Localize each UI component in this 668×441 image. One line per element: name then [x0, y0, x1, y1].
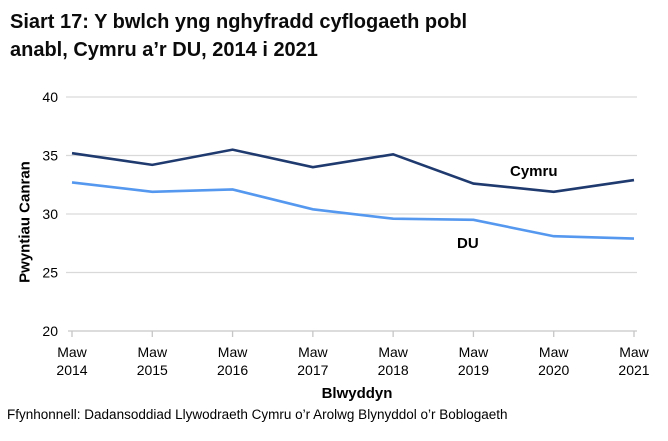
x-tick-label-month: Maw: [298, 344, 328, 360]
x-tick-label-month: Maw: [138, 344, 168, 360]
x-tick-label-month: Maw: [57, 344, 87, 360]
chart-title-line1: Siart 17: Y bwlch yng nghyfradd cyflogae…: [10, 11, 468, 33]
series-line-cymru: [71, 148, 635, 194]
x-tick-label-month: Maw: [378, 344, 408, 360]
y-tick-label: 40: [42, 89, 58, 105]
y-tick-label: 25: [42, 265, 58, 281]
x-tick-label-year: 2014: [56, 362, 87, 378]
x-tick-label-year: 2017: [297, 362, 328, 378]
y-tick-label: 20: [42, 323, 58, 339]
x-tick-label-month: Maw: [218, 344, 248, 360]
x-tick-label-month: Maw: [619, 344, 649, 360]
series-label-du: DU: [457, 235, 479, 252]
x-axis-title: Blwyddyn: [321, 385, 393, 402]
x-tick-label-year: 2016: [217, 362, 248, 378]
x-tick-label-year: 2019: [458, 362, 489, 378]
y-tick-label: 35: [42, 148, 58, 164]
x-tick-label-year: 2020: [538, 362, 569, 378]
x-tick-label-year: 2015: [137, 362, 168, 378]
x-tick-label-year: 2018: [378, 362, 409, 378]
source-note: Ffynhonnell: Dadansoddiad Llywodraeth Cy…: [7, 407, 508, 422]
chart-title: Siart 17: Y bwlch yng nghyfradd cyflogae…: [10, 8, 467, 64]
series-line-du: [71, 181, 635, 240]
y-tick-label: 30: [42, 206, 58, 222]
x-tick-label-month: Maw: [459, 344, 489, 360]
x-tick-label-year: 2021: [618, 362, 649, 378]
x-tick-label-month: Maw: [539, 344, 569, 360]
series-label-cymru: Cymru: [510, 163, 558, 180]
chart-title-line2: anabl, Cymru a’r DU, 2014 i 2021: [10, 39, 318, 61]
